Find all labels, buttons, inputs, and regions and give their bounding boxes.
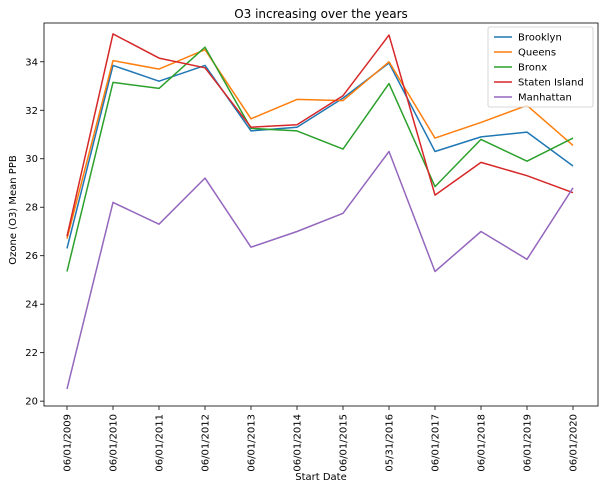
- y-tick-label: 20: [25, 397, 38, 408]
- x-tick-label: 06/01/2013: [247, 414, 258, 472]
- y-tick-label: 22: [25, 348, 38, 359]
- x-tick-label: 06/01/2011: [155, 414, 166, 472]
- y-tick-label: 24: [25, 300, 38, 311]
- x-tick-label: 06/01/2015: [339, 414, 350, 472]
- legend-label: Bronx: [518, 63, 547, 74]
- series-line-3: [66, 33, 574, 237]
- x-tick-label: 06/01/2018: [477, 414, 488, 472]
- legend-label: Manhattan: [518, 93, 572, 104]
- legend-label: Queens: [518, 48, 556, 59]
- legend: Brooklyn Queens Bronx Staten Island Manhatta…: [487, 26, 594, 108]
- series-line-0: [66, 62, 574, 249]
- series-line-4: [66, 150, 574, 390]
- y-tick-label: 28: [25, 203, 38, 214]
- x-tick-label: 06/01/2012: [201, 414, 212, 472]
- series-line-2: [66, 46, 574, 272]
- x-axis-label: Start Date: [295, 472, 347, 483]
- series-line-1: [66, 48, 574, 239]
- x-tick-label: 06/01/2010: [109, 414, 120, 472]
- x-tick-label: 06/01/2014: [293, 414, 304, 472]
- y-axis-label: Ozone (O3) Mean PPB: [8, 155, 19, 265]
- legend-box: [487, 26, 594, 108]
- x-tick-label: 05/31/2016: [385, 414, 396, 472]
- y-tick-label: 34: [25, 57, 38, 68]
- plot-frame: [43, 22, 599, 407]
- legend-label: Staten Island: [518, 78, 584, 89]
- x-tick-label: 06/01/2019: [523, 414, 534, 472]
- x-tick-label: 06/01/2020: [569, 414, 580, 472]
- legend-label: Brooklyn: [518, 33, 562, 44]
- x-tick-label: 06/01/2017: [431, 414, 442, 472]
- plot-area: 20 22 24 26 28 30 32 34 06/01/2009 06/01/2010 06/0…: [25, 22, 599, 472]
- x-tick-label: 06/01/2009: [63, 414, 74, 472]
- y-tick-label: 26: [25, 251, 38, 262]
- chart-title: O3 increasing over the years: [234, 7, 408, 21]
- y-tick-label: 32: [25, 106, 38, 117]
- y-tick-label: 30: [25, 154, 38, 165]
